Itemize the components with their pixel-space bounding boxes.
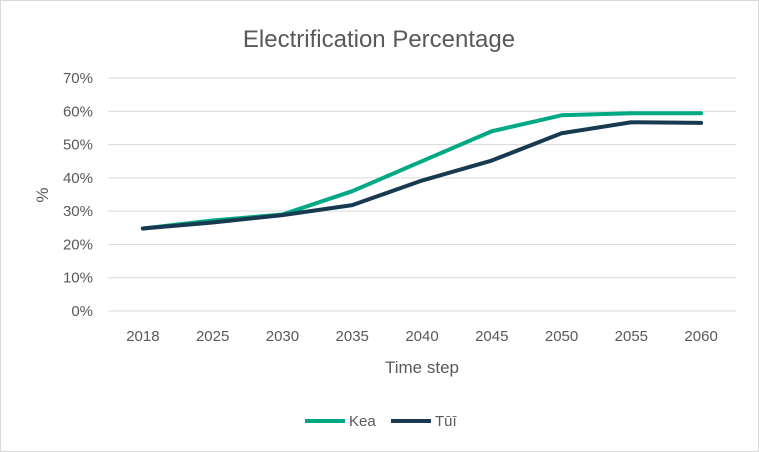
x-tick-label: 2040 [405, 328, 438, 345]
gridlines [108, 77, 736, 312]
legend-label: Kea [349, 413, 376, 430]
x-tick-label: 2025 [196, 328, 229, 345]
y-axis-ticks: 0% 10% 20% 30% 40% 50% 60% 70% [63, 70, 93, 320]
x-tick-label: 2060 [684, 328, 717, 345]
x-axis-label: Time step [385, 358, 459, 377]
legend-label: Tūī [435, 413, 458, 430]
x-axis-ticks: 2018 2025 2030 2035 2040 2045 2050 2055 2060 [126, 328, 718, 345]
x-tick-label: 2018 [126, 328, 159, 345]
y-tick-label: 40% [63, 170, 93, 187]
y-tick-label: 60% [63, 103, 93, 120]
x-tick-label: 2035 [336, 328, 369, 345]
y-tick-label: 50% [63, 137, 93, 154]
y-axis-label: % [33, 187, 52, 202]
x-tick-label: 2030 [266, 328, 299, 345]
x-tick-label: 2045 [475, 328, 508, 345]
chart-title: Electrification Percentage [243, 26, 515, 53]
y-tick-label: 0% [71, 303, 93, 320]
x-tick-label: 2050 [545, 328, 578, 345]
series-lines [140, 111, 704, 231]
y-tick-label: 70% [63, 70, 93, 87]
y-tick-label: 30% [63, 203, 93, 220]
x-tick-label: 2055 [615, 328, 648, 345]
series-line-tūī [140, 120, 704, 231]
y-tick-label: 20% [63, 236, 93, 253]
legend: Kea Tūī [305, 413, 458, 430]
y-tick-label: 10% [63, 270, 93, 287]
